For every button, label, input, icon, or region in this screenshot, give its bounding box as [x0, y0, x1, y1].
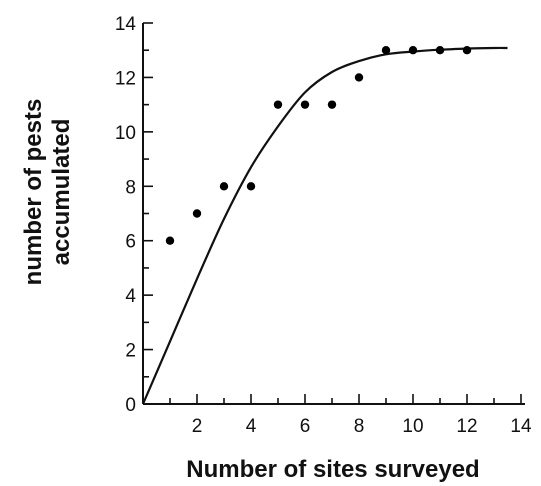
y-tick-label: 6	[125, 232, 136, 253]
fitted-curve-line	[141, 46, 508, 405]
x-tick-label: 4	[246, 416, 257, 437]
x-tick-label: 10	[402, 416, 423, 437]
y-axis-label-line-2: accumulated	[48, 119, 75, 266]
data-point	[300, 100, 310, 109]
x-tick-label: 8	[354, 416, 365, 437]
data-point	[165, 236, 175, 245]
x-tick-label: 12	[456, 416, 477, 437]
y-tick-label: 14	[115, 14, 137, 35]
x-tick-label: 6	[300, 416, 311, 437]
y-tick-label: 12	[115, 68, 136, 89]
data-point	[354, 73, 364, 82]
data-point	[408, 46, 418, 55]
y-tick-label: 2	[125, 341, 136, 362]
y-tick-label: 0	[125, 395, 136, 416]
data-point	[246, 182, 256, 191]
x-tick-label: 2	[192, 416, 203, 437]
data-point	[273, 100, 283, 109]
y-tick-label: 10	[115, 123, 136, 144]
data-point	[192, 209, 202, 218]
y-tick-label: 4	[125, 286, 136, 307]
data-point	[462, 46, 472, 55]
y-tick-label: 8	[125, 177, 136, 198]
data-point	[381, 46, 391, 55]
x-tick-label: 14	[510, 416, 532, 437]
y-axis-label-line-1: number of pests	[20, 99, 47, 286]
x-axis-label: Number of sites surveyed	[186, 456, 479, 483]
data-point	[219, 182, 229, 191]
data-point	[327, 100, 337, 109]
plot-area: 0 2 4 6 8 10 12 14 2 4 6 8 10 12 14	[115, 14, 532, 437]
data-point	[435, 46, 445, 55]
